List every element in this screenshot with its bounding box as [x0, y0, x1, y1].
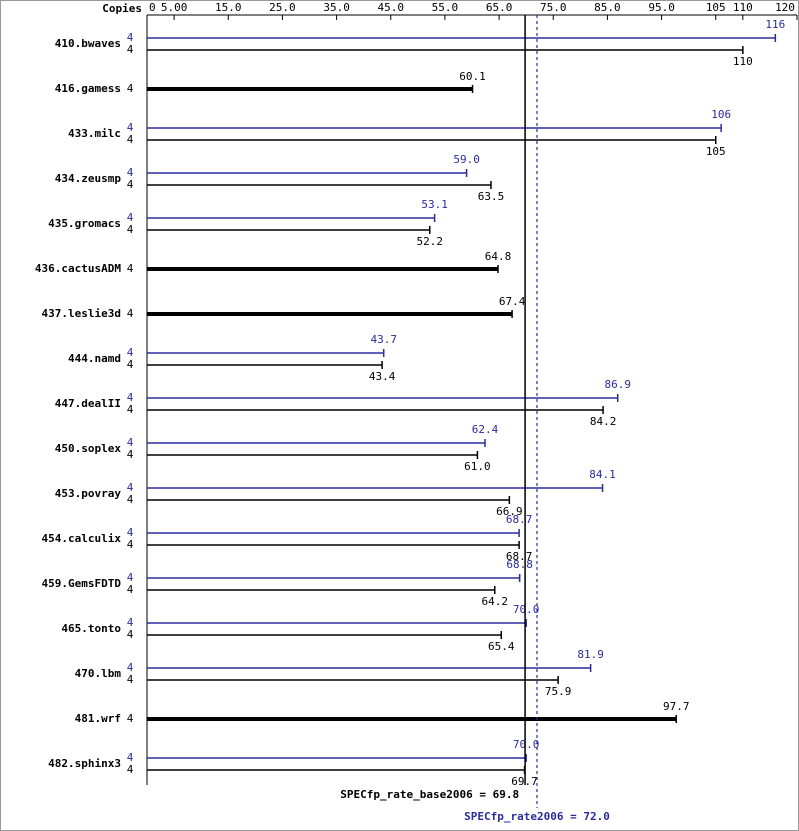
reference-label: SPECfp_rate2006 = 72.0 [464, 810, 610, 823]
copies-label: 4 [127, 82, 134, 95]
x-tick-label: 85.0 [594, 1, 621, 14]
copies-label: 4 [127, 481, 134, 494]
copies-label: 4 [127, 751, 134, 764]
value-label: 86.9 [604, 378, 631, 391]
value-label: 65.4 [488, 640, 515, 653]
category-label: 481.wrf [75, 712, 121, 725]
value-label: 67.4 [499, 295, 526, 308]
value-label: 97.7 [663, 700, 690, 713]
copies-label: 4 [127, 493, 134, 506]
x-tick-label: 0 [149, 1, 156, 14]
copies-label: 4 [127, 307, 134, 320]
value-label: 60.1 [459, 70, 486, 83]
x-tick-label: 95.0 [648, 1, 675, 14]
value-label: 43.7 [370, 333, 397, 346]
copies-label: 4 [127, 673, 134, 686]
copies-label: 4 [127, 712, 134, 725]
category-label: 454.calculix [42, 532, 122, 545]
category-label: 447.dealII [55, 397, 121, 410]
value-label: 43.4 [369, 370, 396, 383]
x-tick-label: 120 [775, 1, 795, 14]
copies-label: 4 [127, 538, 134, 551]
value-label: 64.2 [482, 595, 509, 608]
copies-label: 4 [127, 121, 134, 134]
copies-label: 4 [127, 166, 134, 179]
category-label: 416.gamess [55, 82, 121, 95]
copies-label: 4 [127, 526, 134, 539]
category-label: 436.cactusADM [35, 262, 121, 275]
copies-label: 4 [127, 31, 134, 44]
value-label: 64.8 [485, 250, 512, 263]
value-label: 70.0 [513, 603, 540, 616]
copies-label: 4 [127, 616, 134, 629]
copies-label: 4 [127, 403, 134, 416]
category-label: 459.GemsFDTD [42, 577, 122, 590]
x-tick-label: 75.0 [540, 1, 567, 14]
value-label: 66.9 [496, 505, 523, 518]
copies-label: 4 [127, 763, 134, 776]
category-label: 437.leslie3d [42, 307, 121, 320]
copies-label: 4 [127, 223, 134, 236]
value-label: 106 [711, 108, 731, 121]
copies-label: 4 [127, 178, 134, 191]
category-label: 434.zeusmp [55, 172, 122, 185]
value-label: 70.0 [513, 738, 540, 751]
value-label: 52.2 [417, 235, 444, 248]
x-tick-label: 110 [733, 1, 753, 14]
copies-label: 4 [127, 346, 134, 359]
value-label: 61.0 [464, 460, 491, 473]
category-label: 450.soplex [55, 442, 122, 455]
copies-label: 4 [127, 661, 134, 674]
value-label: 84.2 [590, 415, 617, 428]
x-tick-label: 105 [706, 1, 726, 14]
x-tick-label: 45.0 [378, 1, 405, 14]
value-label: 62.4 [472, 423, 499, 436]
value-label: 68.7 [506, 513, 533, 526]
value-label: 116 [765, 18, 785, 31]
value-label: 59.0 [453, 153, 480, 166]
x-tick-label: 25.0 [269, 1, 296, 14]
copies-label: 4 [127, 571, 134, 584]
copies-label: 4 [127, 133, 134, 146]
x-tick-label: 5.00 [161, 1, 188, 14]
copies-label: 4 [127, 211, 134, 224]
value-label: 68.8 [506, 558, 533, 571]
value-label: 105 [706, 145, 726, 158]
copies-header: Copies [102, 2, 142, 15]
copies-label: 4 [127, 583, 134, 596]
value-label: 75.9 [545, 685, 572, 698]
category-label: 482.sphinx3 [48, 757, 121, 770]
reference-label: SPECfp_rate_base2006 = 69.8 [340, 788, 519, 801]
value-label: 110 [733, 55, 753, 68]
x-tick-label: 55.0 [432, 1, 459, 14]
copies-label: 4 [127, 358, 134, 371]
category-label: 435.gromacs [48, 217, 121, 230]
category-label: 410.bwaves [55, 37, 121, 50]
copies-label: 4 [127, 43, 134, 56]
category-label: 470.lbm [75, 667, 122, 680]
category-label: 453.povray [55, 487, 122, 500]
copies-label: 4 [127, 628, 134, 641]
x-tick-label: 15.0 [215, 1, 242, 14]
value-label: 53.1 [421, 198, 448, 211]
copies-label: 4 [127, 391, 134, 404]
copies-label: 4 [127, 448, 134, 461]
category-label: 444.namd [68, 352, 121, 365]
x-tick-label: 65.0 [486, 1, 513, 14]
value-label: 63.5 [478, 190, 505, 203]
category-label: 433.milc [68, 127, 121, 140]
value-label: 84.1 [589, 468, 616, 481]
copies-label: 4 [127, 262, 134, 275]
category-label: 465.tonto [61, 622, 121, 635]
value-label: 81.9 [577, 648, 604, 661]
copies-label: 4 [127, 436, 134, 449]
x-tick-label: 35.0 [323, 1, 350, 14]
